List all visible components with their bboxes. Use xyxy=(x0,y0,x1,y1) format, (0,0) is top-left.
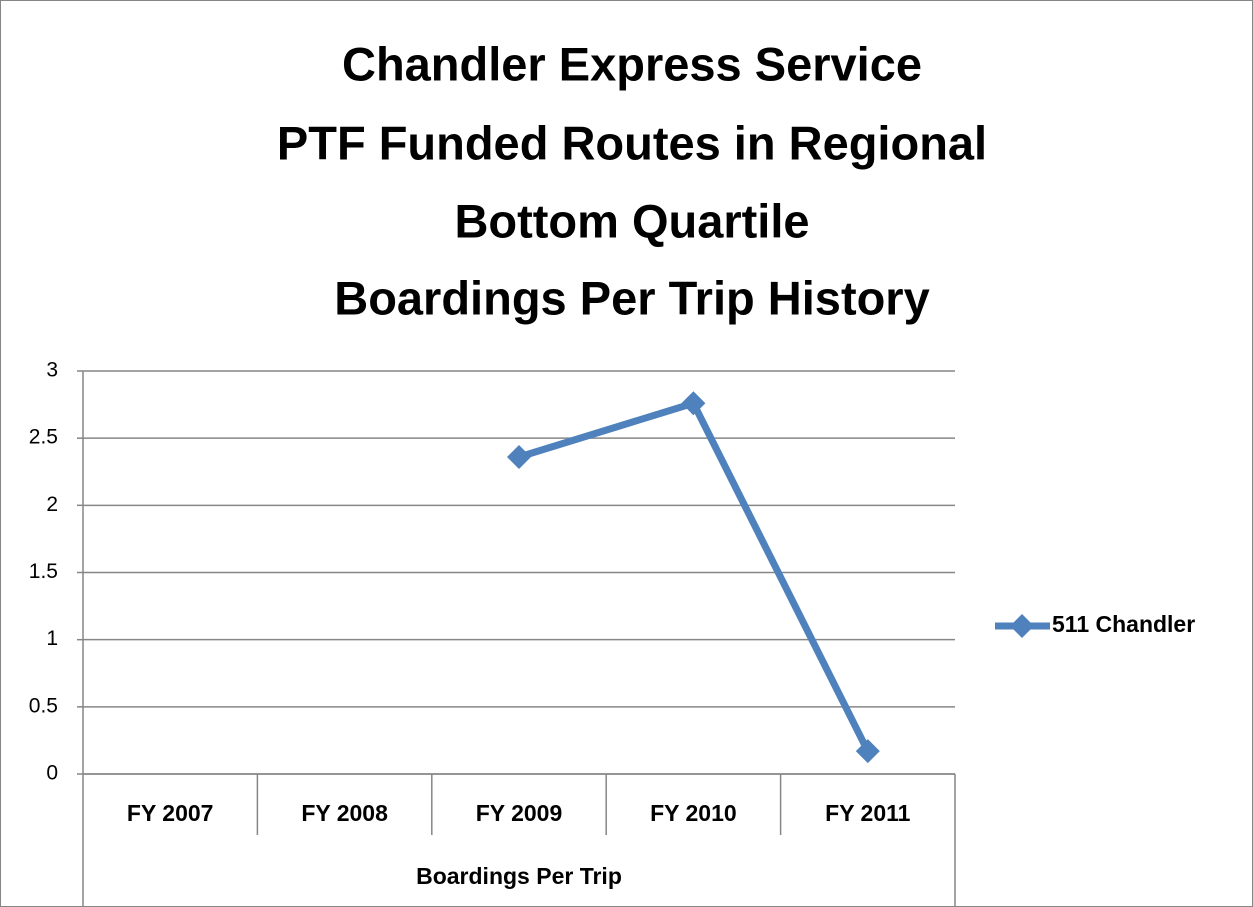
y-tick-label: 0.5 xyxy=(29,694,58,717)
y-tick-label: 0 xyxy=(46,762,58,785)
y-tick-label: 1.5 xyxy=(29,560,58,583)
data-point xyxy=(855,739,880,764)
chart-title: PTF Funded Routes in Regional xyxy=(277,116,987,169)
x-tick-label: FY 2011 xyxy=(825,800,910,826)
legend-label: 511 Chandler xyxy=(1052,611,1195,637)
legend-marker xyxy=(1010,614,1034,638)
category-group-label: Boardings Per Trip xyxy=(416,863,622,889)
data-point xyxy=(681,391,706,416)
x-tick-label: FY 2010 xyxy=(650,800,737,826)
chart-title: Boardings Per Trip History xyxy=(334,271,929,324)
chart-title: Chandler Express Service xyxy=(342,37,922,90)
y-tick-label: 3 xyxy=(46,359,58,382)
y-tick-label: 2 xyxy=(46,493,58,516)
x-tick-label: FY 2007 xyxy=(127,800,214,826)
data-point xyxy=(507,444,531,469)
x-tick-label: FY 2008 xyxy=(301,800,388,826)
x-tick-label: FY 2009 xyxy=(476,800,563,826)
y-tick-label: 1 xyxy=(46,627,58,650)
chart-title: Bottom Quartile xyxy=(454,194,809,247)
y-tick-label: 2.5 xyxy=(29,426,58,449)
